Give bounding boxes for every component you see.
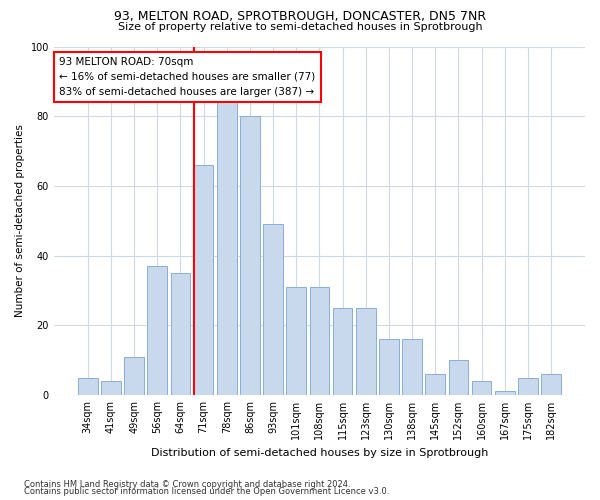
Bar (101, 381, 121, 395)
Text: 93 MELTON ROAD: 70sqm
← 16% of semi-detached houses are smaller (77)
83% of semi: 93 MELTON ROAD: 70sqm ← 16% of semi-deta… (59, 57, 316, 96)
Bar (170, 273, 190, 395)
Bar (194, 165, 214, 395)
Bar (310, 287, 329, 395)
Bar (356, 308, 376, 395)
Bar (518, 378, 538, 395)
Bar (402, 339, 422, 395)
Bar (379, 339, 399, 395)
Text: Size of property relative to semi-detached houses in Sprotbrough: Size of property relative to semi-detach… (118, 22, 482, 32)
Text: Contains public sector information licensed under the Open Government Licence v3: Contains public sector information licen… (24, 488, 389, 496)
X-axis label: Distribution of semi-detached houses by size in Sprotbrough: Distribution of semi-detached houses by … (151, 448, 488, 458)
Bar (217, 102, 236, 395)
Bar (449, 360, 468, 395)
Bar (333, 308, 352, 395)
Bar (148, 266, 167, 395)
Bar (78, 378, 98, 395)
Text: 93, MELTON ROAD, SPROTBROUGH, DONCASTER, DN5 7NR: 93, MELTON ROAD, SPROTBROUGH, DONCASTER,… (114, 10, 486, 23)
Bar (472, 381, 491, 395)
Bar (263, 224, 283, 395)
Bar (541, 374, 561, 395)
Bar (240, 116, 260, 395)
Text: Contains HM Land Registry data © Crown copyright and database right 2024.: Contains HM Land Registry data © Crown c… (24, 480, 350, 489)
Bar (124, 356, 144, 395)
Bar (425, 374, 445, 395)
Bar (286, 287, 306, 395)
Bar (495, 392, 515, 395)
Y-axis label: Number of semi-detached properties: Number of semi-detached properties (15, 124, 25, 317)
